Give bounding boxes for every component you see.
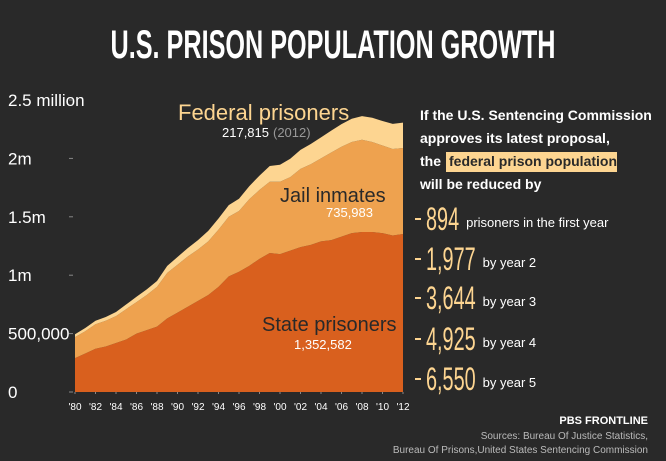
x-tick-label: '02 [294,402,307,413]
series-label: State prisoners [262,314,397,336]
reduction-number: 1,977 [426,241,476,277]
x-tick-label: '96 [232,402,245,413]
credit: PBS FRONTLINE [559,415,648,427]
area [75,116,403,338]
y-tick-label: 500,000 [8,325,69,344]
x-tick-label: '08 [355,402,368,413]
x-tick-label: '80 [68,402,81,413]
series-label: Jail inmates [280,185,386,207]
reduction-text: by year 4 [483,335,536,350]
area [75,231,403,392]
panel-text: the [420,153,441,169]
panel-highlight: federal prison population [449,153,617,169]
highlight [446,152,617,172]
source: Sources: Bureau Of Justice Statistics, [481,431,648,442]
source: Bureau Of Prisons,United States Sentenci… [393,445,648,456]
reduction-number: 894 [426,201,459,237]
x-tick-label: '88 [150,402,163,413]
y-tick-label: 2.5 million [8,91,85,110]
x-tick-label: '86 [130,402,143,413]
y-tick-label: 2m [8,149,32,168]
value-note: (2012) [273,125,311,140]
panel-text: will be reduced by [419,176,542,192]
x-tick-label: '00 [273,402,286,413]
chart-title: U.S. PRISON POPULATION GROWTH [111,23,556,67]
value-label: 735,983 [326,205,373,220]
y-tick-label: 1.5m [8,208,46,227]
x-tick-label: '98 [253,402,266,413]
reduction-number: 3,644 [426,280,476,316]
y-tick-label: 0 [8,383,17,402]
x-tick-label: '90 [171,402,184,413]
x-tick-label: '10 [376,402,389,413]
reduction-text: by year 2 [483,255,536,270]
panel-text: If the U.S. Sentencing Commission [420,107,652,123]
value-label: 1,352,582 [294,337,352,352]
area [75,139,403,359]
reduction-number: 4,925 [426,321,476,357]
x-tick-label: '92 [191,402,204,413]
reduction-text: prisoners in the first year [466,215,609,230]
reduction-text: by year 5 [483,375,536,390]
panel-text: approves its latest proposal, [420,130,610,146]
y-tick-label: 1m [8,266,32,285]
x-tick-label: '12 [396,402,409,413]
x-tick-label: '82 [89,402,102,413]
reduction-number: 6,550 [426,361,476,397]
x-tick-label: '84 [109,402,122,413]
series-label: Federal prisoners [178,100,349,125]
x-tick-label: '04 [314,402,327,413]
x-tick-label: '94 [212,402,225,413]
value-label: 217,815 [222,125,269,140]
x-tick-label: '06 [335,402,348,413]
reduction-text: by year 3 [483,294,536,309]
